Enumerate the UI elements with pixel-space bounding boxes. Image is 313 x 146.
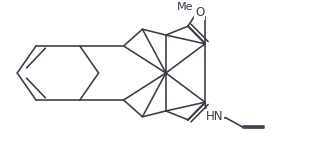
Text: HN: HN — [206, 110, 223, 123]
Text: O: O — [195, 6, 204, 19]
Text: Me: Me — [177, 2, 194, 12]
